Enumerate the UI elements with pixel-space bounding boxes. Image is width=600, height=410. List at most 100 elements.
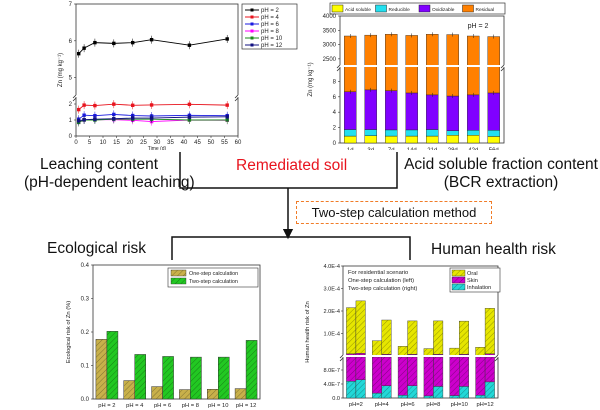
axis-break-mark <box>234 94 239 102</box>
data-point <box>77 119 81 123</box>
y-tick-label: 1 <box>69 118 73 124</box>
legend-label: Reducible <box>389 7 411 13</box>
bar-inhalation <box>407 385 418 399</box>
bar-oral <box>475 347 486 356</box>
data-point <box>225 103 229 107</box>
x-tick-label: 35 <box>167 140 174 146</box>
x-tick-label: 7d <box>388 148 395 150</box>
y-tick-label: 4.0E-4 <box>324 264 340 270</box>
x-tick-label: pH = 4 <box>126 403 144 409</box>
bar-skin-lower <box>433 356 444 387</box>
plot-frame <box>339 15 505 144</box>
data-point <box>131 103 135 107</box>
y-axis-label: Ecological risk of Zn (%) <box>66 301 72 364</box>
legend-label: Acid soluble <box>345 7 371 13</box>
acid-line1: Acid soluble fraction content <box>404 156 598 173</box>
axis-break-mark <box>494 354 499 362</box>
bar <box>207 389 219 400</box>
data-point <box>187 115 192 119</box>
data-point <box>149 103 154 107</box>
x-tick-label: pH=8 <box>426 402 440 408</box>
data-point <box>131 116 135 120</box>
data-point <box>77 107 81 112</box>
legend-label: Inhalation <box>467 285 491 291</box>
legend-swatch <box>451 283 466 291</box>
x-tick-label: pH=4 <box>375 402 390 408</box>
bar-skin-lower <box>475 356 486 396</box>
bar-skin-lower <box>449 356 460 396</box>
bar-inhalation <box>397 394 408 399</box>
y-tick-label: 0 <box>333 141 337 147</box>
data-point <box>82 46 86 50</box>
data-point <box>131 40 135 45</box>
bar-oral <box>484 308 495 354</box>
data-point <box>187 43 192 47</box>
data-point <box>225 37 229 41</box>
bcr-stacked-bar-chart: Acid soluble Reducible Oxidizable Residual 1… <box>308 2 507 150</box>
legend-label: pH = 8 <box>261 29 280 35</box>
y-axis-label: Zn (mg kg⁻¹) <box>58 53 64 87</box>
legend-box <box>167 267 259 288</box>
bar-skin-lower <box>381 356 392 386</box>
legend-swatch <box>451 269 466 277</box>
axis-break-mark <box>339 354 344 362</box>
bar-inhalation <box>475 394 486 399</box>
ecological-risk-title: Ecological risk <box>47 240 147 257</box>
bar-skin-lower <box>459 356 469 387</box>
x-tick-label: pH = 2 <box>98 403 115 409</box>
bar-oral <box>355 300 366 354</box>
x-tick-label: 42d <box>468 148 478 150</box>
bar-skin-lower <box>397 356 408 396</box>
y-tick-label: 2 <box>333 126 337 132</box>
y-tick-label: 0.1 <box>81 364 90 370</box>
data-point <box>112 41 116 46</box>
bar-skin-lower <box>423 356 434 397</box>
data-point <box>93 117 97 121</box>
x-tick-label: pH=2 <box>349 402 363 408</box>
legend-marker <box>250 8 254 12</box>
legend-label: Skin <box>467 278 478 284</box>
legend-marker <box>250 22 254 26</box>
data-point <box>93 103 97 108</box>
y-tick-label: 4 <box>333 110 337 116</box>
leaching-line2: (pH-dependent leaching) <box>24 174 195 191</box>
data-point <box>82 113 86 117</box>
legend-swatch <box>170 269 187 277</box>
axis-break-mark <box>500 64 505 72</box>
bar <box>106 331 119 400</box>
data-point <box>149 116 154 120</box>
remediated-soil-label: Remediated soil <box>236 157 348 174</box>
bar <box>179 389 191 400</box>
y-tick-label: 4.0E-7 <box>324 382 340 388</box>
bar-inhalation <box>433 386 444 399</box>
y-tick-label: 0.3 <box>81 297 90 303</box>
legend-swatch <box>418 4 431 13</box>
bar <box>95 339 108 400</box>
y-tick-label: 6 <box>333 95 337 101</box>
y-tick-label: 4000 <box>323 14 337 20</box>
series-line-pH12 <box>78 116 228 122</box>
bar-inhalation <box>346 380 357 399</box>
y-tick-label: 7 <box>69 2 73 8</box>
legend-swatch <box>451 276 466 284</box>
y-tick-label: 2.0E-4 <box>324 309 340 315</box>
bar-skin-lower <box>355 356 366 380</box>
bar-oral <box>381 319 392 355</box>
x-tick-label: 56d <box>489 148 499 150</box>
y-tick-label: 6 <box>69 39 73 45</box>
y-tick-label: 3000 <box>323 43 337 49</box>
legend-label: pH = 10 <box>261 36 283 42</box>
scenario-annotation: One-step calculation (left) <box>348 278 414 284</box>
data-point <box>112 112 116 117</box>
data-point <box>82 117 86 122</box>
legend-label: Residual <box>476 7 495 13</box>
bar-oral <box>372 340 382 356</box>
legend-marker <box>250 15 254 19</box>
acid-soluble-label: Acid soluble fraction content (BCR extra… <box>403 156 599 192</box>
bar-oral <box>449 347 460 356</box>
legend-label: Oral <box>467 271 478 277</box>
legend-swatch <box>331 4 344 13</box>
data-point <box>225 115 229 119</box>
